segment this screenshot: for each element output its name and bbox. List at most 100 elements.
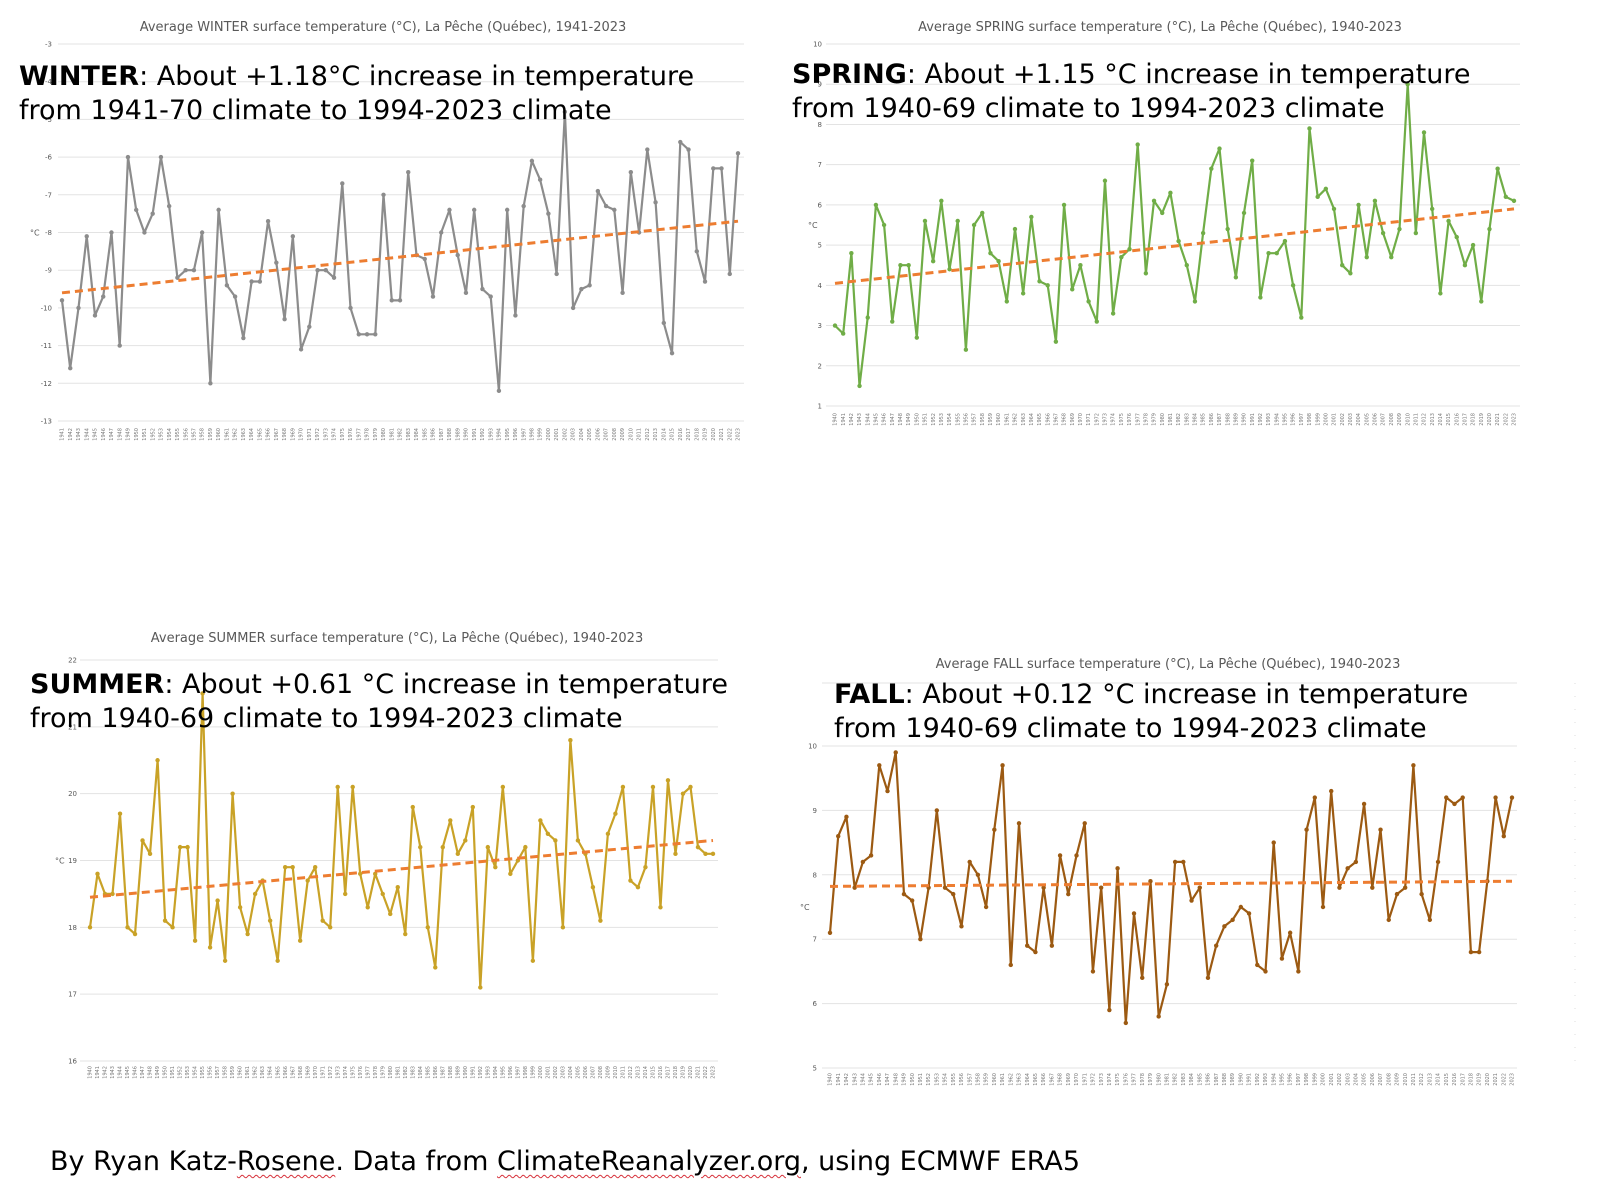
spring-data-point [1102, 178, 1108, 183]
fall-chart: Average FALL surface temperature (°C), L… [800, 657, 1576, 1086]
summer-x-tick-label: 1988 [448, 1066, 454, 1079]
summer-data-point [665, 778, 671, 783]
summer-data-point [170, 925, 175, 930]
credit-line: By Ryan Katz-Rosene. Data from ClimateRe… [50, 1146, 1080, 1177]
fall-x-tick-label: 2015 [1444, 1073, 1450, 1086]
summer-x-tick-label: 1941 [95, 1066, 101, 1079]
fall-trend-line [829, 879, 1513, 888]
spring-x-tick-label: 2014 [1438, 413, 1444, 426]
fall-data-point [893, 750, 898, 755]
winter-data-point [471, 207, 477, 213]
spring-y-tick-label: 2 [818, 362, 822, 370]
summer-data-point [643, 864, 648, 870]
spring-data-point [1012, 226, 1018, 232]
winter-x-tick-label: 1966 [266, 428, 272, 441]
winter-data-point [504, 207, 510, 213]
summer-data-point [125, 925, 130, 930]
winter-data-point [579, 286, 584, 292]
winter-x-tick-label: 1947 [109, 428, 115, 441]
winter-data-point [389, 298, 394, 303]
fall-x-tick-label: 1951 [918, 1073, 924, 1086]
spring-x-tick-label: 1963 [1021, 413, 1027, 426]
summer-x-tick-label: 1962 [253, 1066, 259, 1079]
fall-data-point [1025, 943, 1030, 948]
fall-x-tick-label: 1974 [1107, 1073, 1113, 1086]
spring-y-tick-label: 7 [818, 161, 822, 169]
fall-annotation: FALL: About +0.12 °C increase in tempera… [834, 678, 1468, 746]
fall-x-tick-label: 1998 [1304, 1073, 1310, 1086]
winter-data-point [307, 324, 312, 329]
fall-x-tick-label: 1971 [1082, 1073, 1088, 1086]
spring-data-point [1037, 279, 1042, 284]
fall-data-point [1008, 962, 1013, 968]
winter-data-point [537, 177, 543, 182]
fall-x-tick-label: 1992 [1255, 1073, 1261, 1086]
spring-data-point [1029, 214, 1034, 220]
winter-x-tick-label: 1960 [216, 428, 222, 441]
summer-x-tick-label: 1965 [275, 1066, 281, 1079]
summer-data-point [418, 844, 423, 850]
spring-y-tick-label: 1 [818, 403, 822, 411]
summer-data-point [395, 885, 400, 890]
spring-data-point [898, 263, 903, 268]
winter-x-tick-label: 1964 [249, 428, 255, 441]
winter-x-tick-label: 1950 [134, 428, 140, 441]
winter-data-point [125, 154, 131, 160]
winter-x-tick-label: 1967 [274, 428, 280, 441]
spring-y-tick-label: 5 [818, 242, 822, 250]
winter-x-tick-label: 2004 [579, 428, 585, 441]
winter-data-point [447, 207, 452, 213]
fall-data-point [1123, 1020, 1129, 1026]
fall-data-point [1238, 904, 1244, 910]
fall-data-point [1140, 975, 1145, 981]
spring-data-point [840, 331, 846, 336]
fall-annotation-line2: from 1940-69 climate to 1994-2023 climat… [834, 713, 1427, 744]
spring-data-point [939, 198, 944, 204]
summer-data-point [433, 965, 438, 970]
spring-data-point [865, 315, 870, 320]
winter-x-tick-label: 1995 [505, 428, 511, 441]
fall-data-point [1411, 763, 1416, 768]
spring-x-tick-label: 2016 [1454, 413, 1460, 426]
fall-data-point [1041, 885, 1046, 890]
spring-x-tick-label: 1952 [931, 413, 937, 426]
winter-x-tick-label: 1970 [299, 428, 305, 441]
fall-x-tick-label: 1952 [926, 1073, 932, 1086]
winter-x-tick-label: 2021 [719, 428, 725, 441]
fall-y-tick-label: 7 [813, 936, 817, 944]
summer-chart: Average SUMMER surface temperature (°C),… [0, 0, 780, 1100]
fall-x-tick-label: 2003 [1345, 1073, 1351, 1086]
fall-x-tick-label: 2007 [1378, 1073, 1384, 1086]
winter-data-point [76, 305, 81, 311]
credit-part5: , using ECMWF ERA5 [801, 1146, 1081, 1177]
winter-x-tick-label: 1982 [398, 428, 404, 441]
spring-data-point [955, 218, 960, 224]
summer-x-tick-label: 1952 [178, 1066, 184, 1079]
winter-data-point [331, 275, 337, 280]
fall-data-point [1509, 795, 1515, 800]
summer-data-point [538, 818, 543, 823]
summer-y-tick-label: 18 [68, 924, 77, 932]
winter-data-point [496, 388, 502, 394]
spring-x-tick-label: 2017 [1463, 413, 1469, 426]
spring-x-tick-label: 1966 [1045, 413, 1051, 426]
winter-data-point [150, 211, 155, 216]
fall-data-point [860, 859, 866, 865]
summer-data-point [380, 891, 385, 897]
spring-x-tick-label: 2002 [1340, 413, 1346, 426]
spring-x-tick-label: 1969 [1070, 413, 1076, 426]
summer-data-point [680, 791, 686, 796]
spring-data-point [1299, 315, 1304, 320]
spring-data-point [1421, 130, 1427, 135]
spring-x-tick-label: 2012 [1422, 413, 1428, 426]
winter-x-tick-label: 1989 [455, 428, 461, 441]
fall-data-point [1444, 795, 1449, 800]
summer-data-point [440, 844, 445, 850]
summer-x-tick-label: 1977 [365, 1066, 371, 1079]
winter-x-tick-label: 1984 [414, 428, 420, 441]
spring-x-tick-label: 2004 [1356, 413, 1362, 426]
summer-x-tick-label: 1944 [118, 1066, 124, 1079]
spring-x-tick-label: 1956 [963, 413, 969, 426]
fall-x-tick-label: 1996 [1288, 1073, 1294, 1086]
winter-x-tick-label: 1980 [381, 428, 387, 441]
